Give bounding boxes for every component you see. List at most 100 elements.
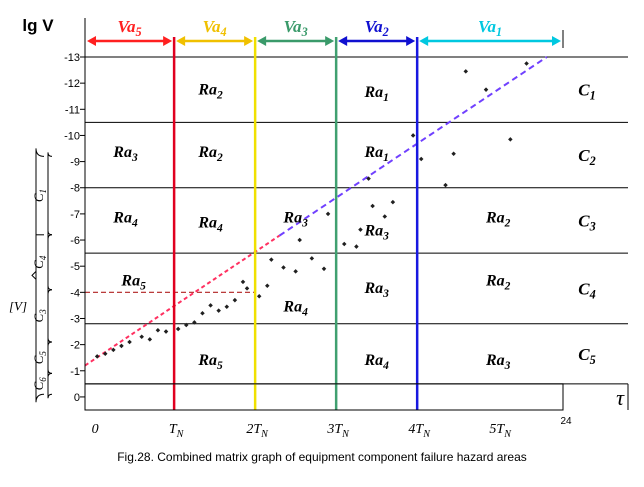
left-bracket-label: C3 bbox=[31, 309, 48, 323]
region-label: Ra3 bbox=[112, 144, 138, 164]
region-label: Ra2 bbox=[197, 81, 223, 101]
left-bracket-label: C4 bbox=[31, 255, 48, 269]
data-point bbox=[309, 256, 315, 261]
interval-label: Va3 bbox=[284, 17, 308, 39]
data-point bbox=[524, 61, 529, 66]
interval-arrow-head-left bbox=[257, 36, 267, 46]
data-point bbox=[265, 283, 270, 289]
left-bracket bbox=[47, 285, 53, 347]
x-tick-label: TN bbox=[169, 422, 185, 440]
data-point bbox=[244, 286, 250, 291]
region-label: Ra2 bbox=[485, 272, 511, 292]
left-bracket bbox=[47, 152, 53, 239]
left-bracket-label: C1 bbox=[31, 189, 48, 202]
interval-arrow-head-right bbox=[163, 36, 173, 46]
data-point bbox=[127, 339, 132, 345]
data-point bbox=[208, 303, 213, 308]
x-tick-label: 2TN bbox=[246, 422, 269, 440]
y-tick-label: -2 bbox=[70, 340, 80, 352]
x-tick-label: 4TN bbox=[408, 422, 431, 440]
interval-label: Va2 bbox=[365, 17, 389, 39]
left-bracket-label: C6 bbox=[31, 377, 48, 391]
data-point bbox=[358, 227, 363, 232]
data-point bbox=[390, 199, 396, 205]
data-point bbox=[508, 137, 513, 142]
y-tick-label: -11 bbox=[65, 104, 80, 116]
region-label: Ra4 bbox=[112, 210, 138, 230]
interval-arrow-head-left bbox=[87, 36, 96, 46]
data-point bbox=[370, 203, 375, 209]
region-label: Ra3 bbox=[485, 352, 511, 372]
y-tick-label: -6 bbox=[70, 235, 80, 247]
y-tick-label: -7 bbox=[70, 209, 80, 221]
x-tick-label: 3TN bbox=[326, 422, 350, 440]
interval-arrow-head-right bbox=[552, 36, 561, 46]
region-label: Ra4 bbox=[363, 352, 389, 372]
trend-line-lower bbox=[278, 56, 548, 237]
data-point bbox=[224, 304, 230, 309]
x-tick-label: 0 bbox=[92, 422, 99, 437]
region-label: Ra3 bbox=[282, 210, 308, 230]
region-label: Ra4 bbox=[197, 215, 223, 235]
data-point bbox=[281, 265, 286, 270]
plot-border bbox=[84, 383, 564, 411]
c-label: C1 bbox=[578, 81, 595, 103]
data-point bbox=[293, 269, 298, 274]
figure-caption: Fig.28. Combined matrix graph of equipme… bbox=[117, 450, 527, 464]
region-label: Ra2 bbox=[197, 144, 223, 164]
interval-arrow-head-right bbox=[325, 36, 335, 46]
y-tick-label: -9 bbox=[70, 157, 80, 169]
interval-label: Va1 bbox=[478, 17, 502, 39]
data-point bbox=[256, 293, 262, 299]
x-tick-label: 5TN bbox=[489, 422, 512, 440]
x-end-label: 24 bbox=[560, 416, 572, 427]
interval-arrow-head-right bbox=[244, 36, 254, 46]
data-point bbox=[418, 156, 424, 162]
interval-arrow-head-right bbox=[406, 36, 416, 46]
data-point bbox=[216, 308, 221, 313]
y-tick-label: -10 bbox=[64, 130, 80, 142]
data-point bbox=[200, 310, 205, 316]
data-point bbox=[147, 337, 153, 342]
data-point bbox=[325, 211, 331, 217]
interval-arrow-head-left bbox=[176, 36, 186, 46]
y-tick-label: -1 bbox=[70, 366, 80, 378]
interval-label: Va5 bbox=[118, 17, 142, 39]
c-label: C5 bbox=[578, 345, 595, 367]
data-point bbox=[410, 133, 416, 138]
region-label: Ra3 bbox=[363, 280, 389, 300]
data-point bbox=[139, 334, 144, 340]
left-bracket-label: C5 bbox=[31, 351, 48, 365]
trend-line-upper bbox=[84, 234, 280, 367]
data-point bbox=[155, 327, 161, 333]
c-label: C4 bbox=[578, 279, 595, 301]
data-point bbox=[94, 354, 100, 359]
y-axis-label: lg V bbox=[22, 16, 54, 35]
data-point bbox=[443, 182, 448, 188]
hazard-matrix-chart: C5 C4 C3 C2 C1 Ra5 Ra5 Ra4 Ra3 Ra4 Ra3 Ra2 Ra4 Ra4 Ra3… bbox=[9, 16, 629, 440]
region-label: Ra1 bbox=[363, 84, 388, 104]
region-label: Ra5 bbox=[120, 272, 146, 292]
data-point bbox=[232, 297, 238, 303]
region-label: Ra2 bbox=[485, 210, 511, 230]
data-point bbox=[297, 237, 302, 243]
data-point bbox=[341, 241, 347, 247]
y-tick-label: -12 bbox=[64, 78, 80, 90]
y-tick-label: -8 bbox=[70, 183, 80, 195]
c-label: C3 bbox=[578, 211, 595, 233]
data-point bbox=[240, 279, 246, 285]
left-bracket bbox=[47, 369, 53, 399]
y-tick-label: -13 bbox=[64, 52, 80, 64]
data-point bbox=[366, 176, 371, 181]
y-tick-label: -5 bbox=[70, 261, 80, 273]
y-tick-label: -4 bbox=[70, 287, 80, 299]
region-label: Ra4 bbox=[282, 298, 308, 318]
data-point bbox=[354, 244, 359, 249]
data-point bbox=[321, 266, 327, 272]
interval-label: Va4 bbox=[203, 17, 227, 39]
data-point bbox=[269, 257, 274, 262]
y-tick-label: -3 bbox=[70, 313, 80, 325]
data-point bbox=[175, 326, 181, 332]
y-tick-label: 0 bbox=[74, 392, 80, 404]
data-point bbox=[451, 151, 456, 157]
